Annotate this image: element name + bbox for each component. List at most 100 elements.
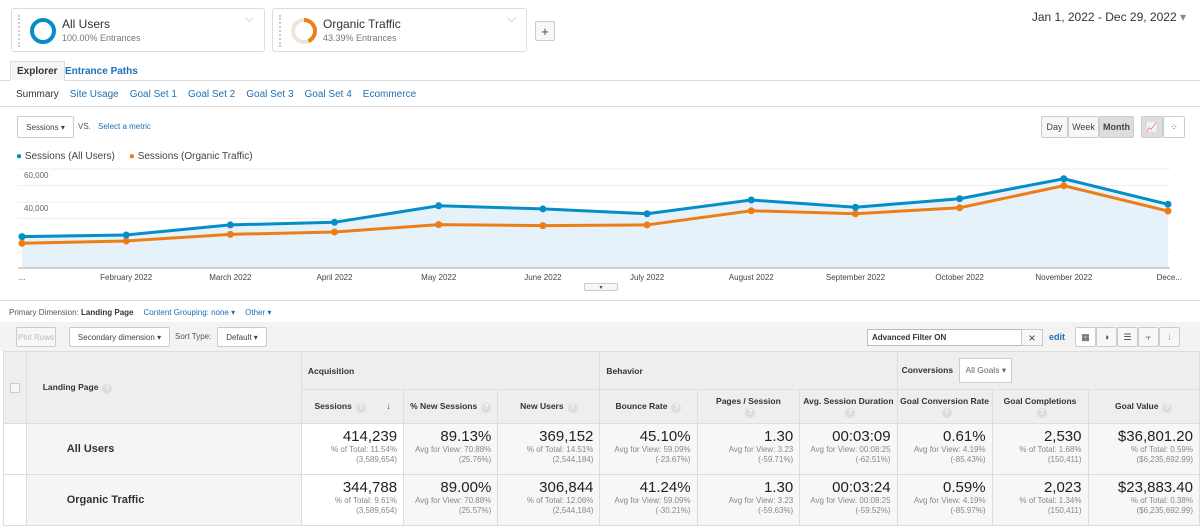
- metric-comparison: Avg for View: 70.88%: [415, 496, 492, 505]
- line-chart-icon[interactable]: 📈: [1141, 116, 1163, 138]
- subtab-site-usage[interactable]: Site Usage: [69, 89, 119, 100]
- content-grouping-select[interactable]: Content Grouping: none ▾: [143, 308, 236, 317]
- help-icon[interactable]: ?: [567, 402, 578, 413]
- help-icon[interactable]: ?: [355, 402, 366, 413]
- table-view-icon[interactable]: ▦: [1075, 327, 1096, 347]
- metric-comparison: Avg for View: 00:08:25: [810, 445, 891, 454]
- subtab-goal-set-2[interactable]: Goal Set 2: [187, 89, 236, 100]
- chevron-down-icon: ▾: [1179, 10, 1186, 24]
- metric-value: 89.00%: [440, 479, 492, 496]
- metric-value: 0.61%: [943, 428, 986, 445]
- data-point: [1060, 182, 1068, 190]
- date-range-picker[interactable]: Jan 1, 2022 - Dec 29, 2022 ▾: [1032, 10, 1186, 24]
- metric-value: 369,152: [539, 428, 594, 445]
- sort-arrow-icon[interactable]: ↓: [383, 400, 391, 411]
- granularity-week[interactable]: Week: [1068, 116, 1099, 138]
- metric-cell: 344,788% of Total: 9.61% (3,589,654): [300, 474, 405, 526]
- metric-total: (-23.67%): [655, 455, 691, 464]
- help-icon[interactable]: ?: [845, 407, 856, 418]
- legend-organic-traffic[interactable]: ● Sessions (Organic Traffic): [128, 151, 253, 162]
- bar-view-icon[interactable]: ☰: [1117, 327, 1138, 347]
- metric-total: (3,589,654): [356, 455, 398, 464]
- select-metric-link[interactable]: Select a metric: [98, 122, 151, 131]
- metric-total: (-59.63%): [758, 506, 794, 515]
- select-all-checkbox[interactable]: [9, 382, 20, 393]
- tab-explorer[interactable]: Explorer: [10, 61, 65, 81]
- advanced-filter-input[interactable]: Advanced Filter ON: [867, 329, 1043, 346]
- vs-label: VS.: [78, 122, 91, 131]
- help-icon[interactable]: ?: [1037, 407, 1048, 418]
- metric-cell: 00:03:09 Avg for View: 00:08:25 (-62.51%): [799, 423, 898, 475]
- metric-comparison: % of Total: 9.61%: [334, 496, 398, 505]
- area-fill: [22, 178, 1168, 268]
- drag-handle[interactable]: [279, 15, 282, 47]
- metric-select[interactable]: Sessions ▾: [17, 116, 74, 138]
- metric-cell: 0.59% Avg for View: 4.19% (-85.97%): [896, 474, 993, 526]
- chevron-down-icon[interactable]: ⌵: [506, 11, 516, 25]
- column-header[interactable]: Pages / Session?: [696, 389, 801, 424]
- column-header[interactable]: Sessions? ↓: [300, 389, 405, 424]
- help-icon[interactable]: ?: [102, 383, 113, 394]
- column-header[interactable]: Bounce Rate?: [599, 389, 698, 424]
- column-header[interactable]: New Users?: [497, 389, 601, 424]
- sort-type-select[interactable]: Default ▾: [217, 327, 267, 347]
- metric-comparison: Avg for View: 3.23: [728, 445, 794, 454]
- row-label: Organic Traffic: [25, 474, 302, 526]
- x-tick-label: November 2022: [1035, 273, 1092, 282]
- metric-total: (25.57%): [458, 506, 492, 515]
- column-header[interactable]: Goal Conversion Rate?: [896, 389, 993, 424]
- column-header-label: New Users: [520, 400, 564, 411]
- granularity-month[interactable]: Month: [1099, 116, 1134, 138]
- metric-comparison: % of Total: 14.51%: [526, 445, 594, 454]
- data-point: [956, 204, 964, 212]
- table-row: All Users 414,239% of Total: 11.54% (3,589…: [3, 423, 1200, 475]
- legend-all-users[interactable]: ● Sessions (All Users): [16, 151, 115, 162]
- metric-value: 0.59%: [943, 479, 986, 496]
- drag-handle[interactable]: [18, 15, 21, 47]
- column-header[interactable]: % New Sessions?: [403, 389, 499, 424]
- segment-organic-traffic[interactable]: Organic Traffic 43.39% Entrances ⌵: [272, 8, 527, 52]
- column-header[interactable]: Goal Completions?: [991, 389, 1089, 424]
- column-header-label: Bounce Rate: [615, 400, 668, 411]
- goals-select[interactable]: All Goals ▾: [959, 358, 1013, 383]
- pivot-view-icon[interactable]: ⦙: [1159, 327, 1180, 347]
- column-header[interactable]: Goal Value?: [1087, 389, 1200, 424]
- plot-rows-button[interactable]: Plot Rows: [16, 327, 56, 347]
- help-icon[interactable]: ?: [941, 407, 952, 418]
- metric-comparison: % of Total: 11.54%: [331, 445, 398, 454]
- subtab-goal-set-3[interactable]: Goal Set 3: [246, 89, 294, 100]
- data-point: [331, 228, 339, 236]
- data-point: [1060, 175, 1068, 183]
- data-point: [539, 222, 547, 230]
- subtab-goal-set-4[interactable]: Goal Set 4: [304, 89, 352, 100]
- add-segment-button[interactable]: +: [535, 21, 555, 41]
- help-icon[interactable]: ?: [745, 407, 756, 418]
- collapse-chart-button[interactable]: ▾: [584, 283, 618, 291]
- help-icon[interactable]: ?: [671, 402, 682, 413]
- pie-view-icon[interactable]: ◑: [1096, 327, 1117, 347]
- metric-cell: $23,883.40% of Total: 0.38% ($6,235,692.9…: [1087, 474, 1200, 526]
- subtab-summary[interactable]: Summary: [16, 89, 59, 100]
- subtab-ecommerce[interactable]: Ecommerce: [362, 89, 417, 100]
- x-tick-label: ...: [19, 273, 26, 282]
- metric-total: (-85.43%): [950, 455, 986, 464]
- column-header[interactable]: Avg. Session Duration?: [799, 389, 898, 424]
- edit-filter-link[interactable]: edit: [1049, 332, 1066, 342]
- metric-value: $23,883.40: [1117, 479, 1193, 496]
- chevron-down-icon[interactable]: ⌵: [244, 11, 254, 25]
- motion-chart-icon[interactable]: ⁘: [1163, 116, 1185, 138]
- data-point: [1164, 207, 1172, 215]
- help-icon[interactable]: ?: [481, 402, 492, 413]
- metric-total: (2,544,184): [552, 506, 594, 515]
- clear-filter-button[interactable]: ×: [1021, 329, 1043, 346]
- help-icon[interactable]: ?: [1162, 402, 1173, 413]
- tab-entrance-paths[interactable]: Entrance Paths: [65, 66, 138, 77]
- y-tick-label: 40,000: [24, 204, 49, 213]
- subtab-goal-set-1[interactable]: Goal Set 1: [129, 89, 177, 100]
- comparison-view-icon[interactable]: ⫟: [1138, 327, 1159, 347]
- granularity-day[interactable]: Day: [1041, 116, 1068, 138]
- primary-dimension-landing-page[interactable]: Landing Page: [81, 308, 134, 317]
- segment-all-users[interactable]: All Users 100.00% Entrances ⌵: [11, 8, 265, 52]
- secondary-dimension-select[interactable]: Secondary dimension ▾: [69, 327, 170, 347]
- other-dimension-select[interactable]: Other ▾: [245, 308, 272, 317]
